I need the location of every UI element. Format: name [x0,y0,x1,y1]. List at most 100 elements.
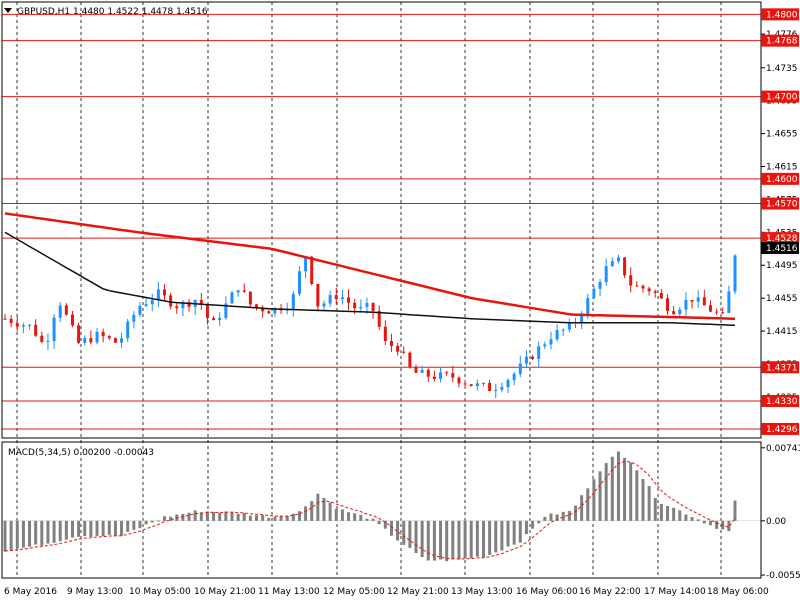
moving-average-line [4,212,736,320]
candle-body [555,330,559,340]
level-label-bg [761,172,799,185]
level-label-bg [761,422,799,435]
candle-body [248,291,252,305]
candle-body [107,336,111,339]
macd-bar [3,520,7,552]
candle-body [537,346,541,359]
macd-bar [684,514,688,521]
candle-body [181,302,185,309]
macd-tick-label: -0.0055 [766,571,800,581]
macd-bar [328,502,332,521]
macd-bar [267,517,271,521]
candle-body [199,300,203,305]
macd-bar [383,520,387,529]
macd-bar [340,509,344,521]
macd-bar [678,510,682,521]
candle-body [567,323,571,330]
macd-bar [426,520,430,561]
macd-bar [212,511,216,521]
candle-body [371,303,375,311]
macd-bar [475,520,479,557]
level-label-bg [761,8,799,21]
candle-body [236,290,240,293]
macd-axis: 0.00741 0.00 -0.0055 [761,444,800,581]
candle-body [592,288,596,299]
macd-bar [255,515,259,521]
macd-bar [77,520,81,537]
level-label: 1.4800 [766,10,798,20]
macd-bar [28,520,32,547]
macd-bar [297,511,301,521]
macd-bar [218,512,222,521]
candle-body [242,290,246,292]
macd-bar [580,495,584,521]
macd-bar [549,513,553,521]
macd-bar [690,517,694,521]
candle-body [70,314,74,326]
macd-bar [156,520,160,522]
macd-bar [408,520,412,548]
macd-bar [199,512,203,521]
current-price-bg [761,241,799,254]
macd-bar [15,520,19,549]
candle-body [616,257,620,262]
price-tick-label: 1.4735 [766,64,798,74]
candle-body [9,318,13,324]
candle-body [3,318,7,320]
candle-body [347,297,351,303]
candle-body [518,363,522,374]
candle-body [561,329,565,331]
candle-body [500,386,504,390]
macd-bar [537,520,541,524]
symbol-info: GBPUSD,H1 1.4480 1.4522 1.4478 1.4516 [17,7,208,17]
level-label: 1.4330 [766,397,798,407]
candle-body [432,376,436,379]
macd-bar [285,516,289,521]
candle-body [463,383,467,385]
macd-bar [70,520,74,538]
macd-bar [518,520,522,543]
candle-body [733,255,737,292]
macd-tick-label: 0.00 [766,517,786,527]
price-tick-label: 1.4615 [766,163,798,173]
candle-body [28,324,32,326]
candle-body [659,292,663,299]
level-label-bg [761,232,799,245]
current-price-label: 1.4516 [766,244,798,254]
candle-body [15,323,19,327]
macd-bar [126,520,130,532]
macd-bar [83,520,87,537]
macd-bar [169,516,173,521]
macd-bar [439,520,443,560]
main-frame [1,1,762,439]
candle-body [696,297,700,302]
candle-body [132,314,136,322]
candle-body [328,295,332,304]
moving-averages [4,212,736,327]
candle-body [77,325,81,343]
dropdown-triangle-icon[interactable] [4,8,12,13]
candle-body [445,372,449,374]
candle-body [506,380,510,387]
candle-body [635,285,639,287]
macd-label: MACD(5,34,5) 0.00200 -0.00043 [8,448,154,458]
macd-bar [113,520,117,536]
candle-body [494,389,498,391]
main-vertical-grid [16,2,722,578]
candle-body [420,369,424,373]
level-label: 1.4371 [766,363,798,373]
level-label: 1.4600 [766,175,798,185]
candle-body [457,377,461,384]
candle-body [34,324,38,336]
candle-body [310,256,314,284]
candle-body [205,304,209,319]
time-tick-label: 6 May 2016 [4,587,57,597]
macd-bar [616,451,620,521]
candle-body [396,345,400,352]
macd-bar [696,519,700,521]
level-label: 1.4528 [766,234,798,244]
horizontal-levels[interactable] [2,13,761,430]
macd-histogram [2,451,761,562]
time-tick-label: 17 May 14:00 [644,587,706,597]
